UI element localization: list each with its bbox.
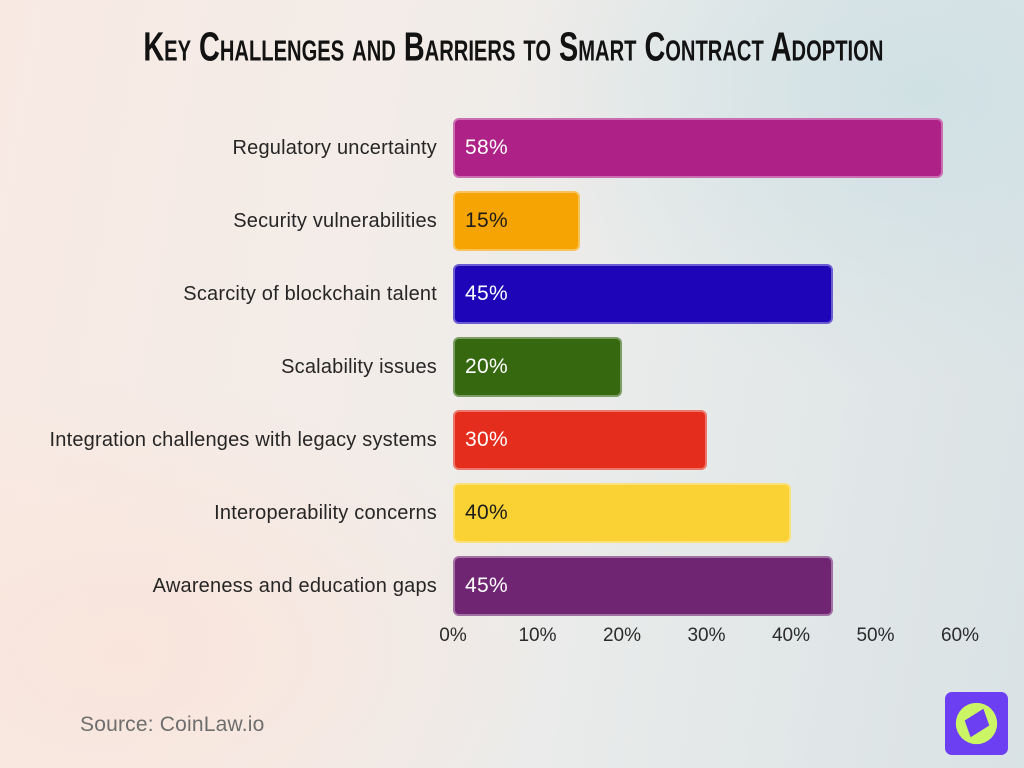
- x-axis-tick: 0%: [439, 625, 467, 646]
- bar: 20%: [453, 337, 622, 397]
- coinlaw-compass-logo-icon: [945, 692, 1008, 755]
- bar-label: Scarcity of blockchain talent: [183, 282, 437, 305]
- x-axis-tick: 20%: [602, 625, 642, 646]
- x-axis: 0% 10% 20% 30% 40% 50% 60%: [439, 625, 979, 647]
- bar-value: 15%: [465, 209, 508, 232]
- bar-zone: 45%: [453, 264, 960, 324]
- bar-zone: 40%: [453, 483, 960, 543]
- bar-chart: Regulatory uncertainty 58% Security vuln…: [0, 118, 960, 629]
- bar-label: Awareness and education gaps: [152, 574, 437, 597]
- x-axis-tick: 40%: [771, 625, 811, 646]
- bar-label: Security vulnerabilities: [233, 209, 437, 232]
- bar-label: Regulatory uncertainty: [232, 136, 437, 159]
- bar-value: 20%: [465, 355, 508, 378]
- bar-zone: 30%: [453, 410, 960, 470]
- x-axis-tick: 60%: [940, 625, 980, 646]
- bar-row: Scalability issues 20%: [0, 337, 960, 397]
- bar: 45%: [453, 556, 834, 616]
- chart-rows: Regulatory uncertainty 58% Security vuln…: [0, 118, 960, 616]
- bar: 30%: [453, 410, 707, 470]
- x-axis-tick: 10%: [518, 625, 557, 646]
- x-axis-tick: 50%: [856, 625, 895, 646]
- bar-row: Integration challenges with legacy syste…: [0, 410, 960, 470]
- bar-label: Scalability issues: [281, 355, 437, 378]
- source-label: Source: CoinLaw.io: [80, 713, 265, 736]
- bar-value: 30%: [465, 428, 508, 451]
- bar: 40%: [453, 483, 791, 543]
- x-axis-tick: 30%: [687, 625, 726, 646]
- bar-label: Interoperability concerns: [214, 501, 437, 524]
- bar-value: 58%: [465, 136, 508, 159]
- chart-title: Key Challenges and Barriers to Smart Con…: [143, 24, 884, 70]
- bar-label: Integration challenges with legacy syste…: [49, 428, 437, 451]
- bar-row: Awareness and education gaps 45%: [0, 556, 960, 616]
- bar-zone: 45%: [453, 556, 960, 616]
- bar-value: 40%: [465, 501, 508, 524]
- bar: 15%: [453, 191, 580, 251]
- bar-row: Scarcity of blockchain talent 45%: [0, 264, 960, 324]
- bar-value: 45%: [465, 574, 508, 597]
- bar-zone: 20%: [453, 337, 960, 397]
- logo-compass-needle: [964, 708, 990, 738]
- bar: 45%: [453, 264, 834, 324]
- bar-zone: 15%: [453, 191, 960, 251]
- bar-row: Regulatory uncertainty 58%: [0, 118, 960, 178]
- bar-row: Interoperability concerns 40%: [0, 483, 960, 543]
- bar-zone: 58%: [453, 118, 960, 178]
- bar: 58%: [453, 118, 944, 178]
- bar-row: Security vulnerabilities 15%: [0, 191, 960, 251]
- bar-value: 45%: [465, 282, 508, 305]
